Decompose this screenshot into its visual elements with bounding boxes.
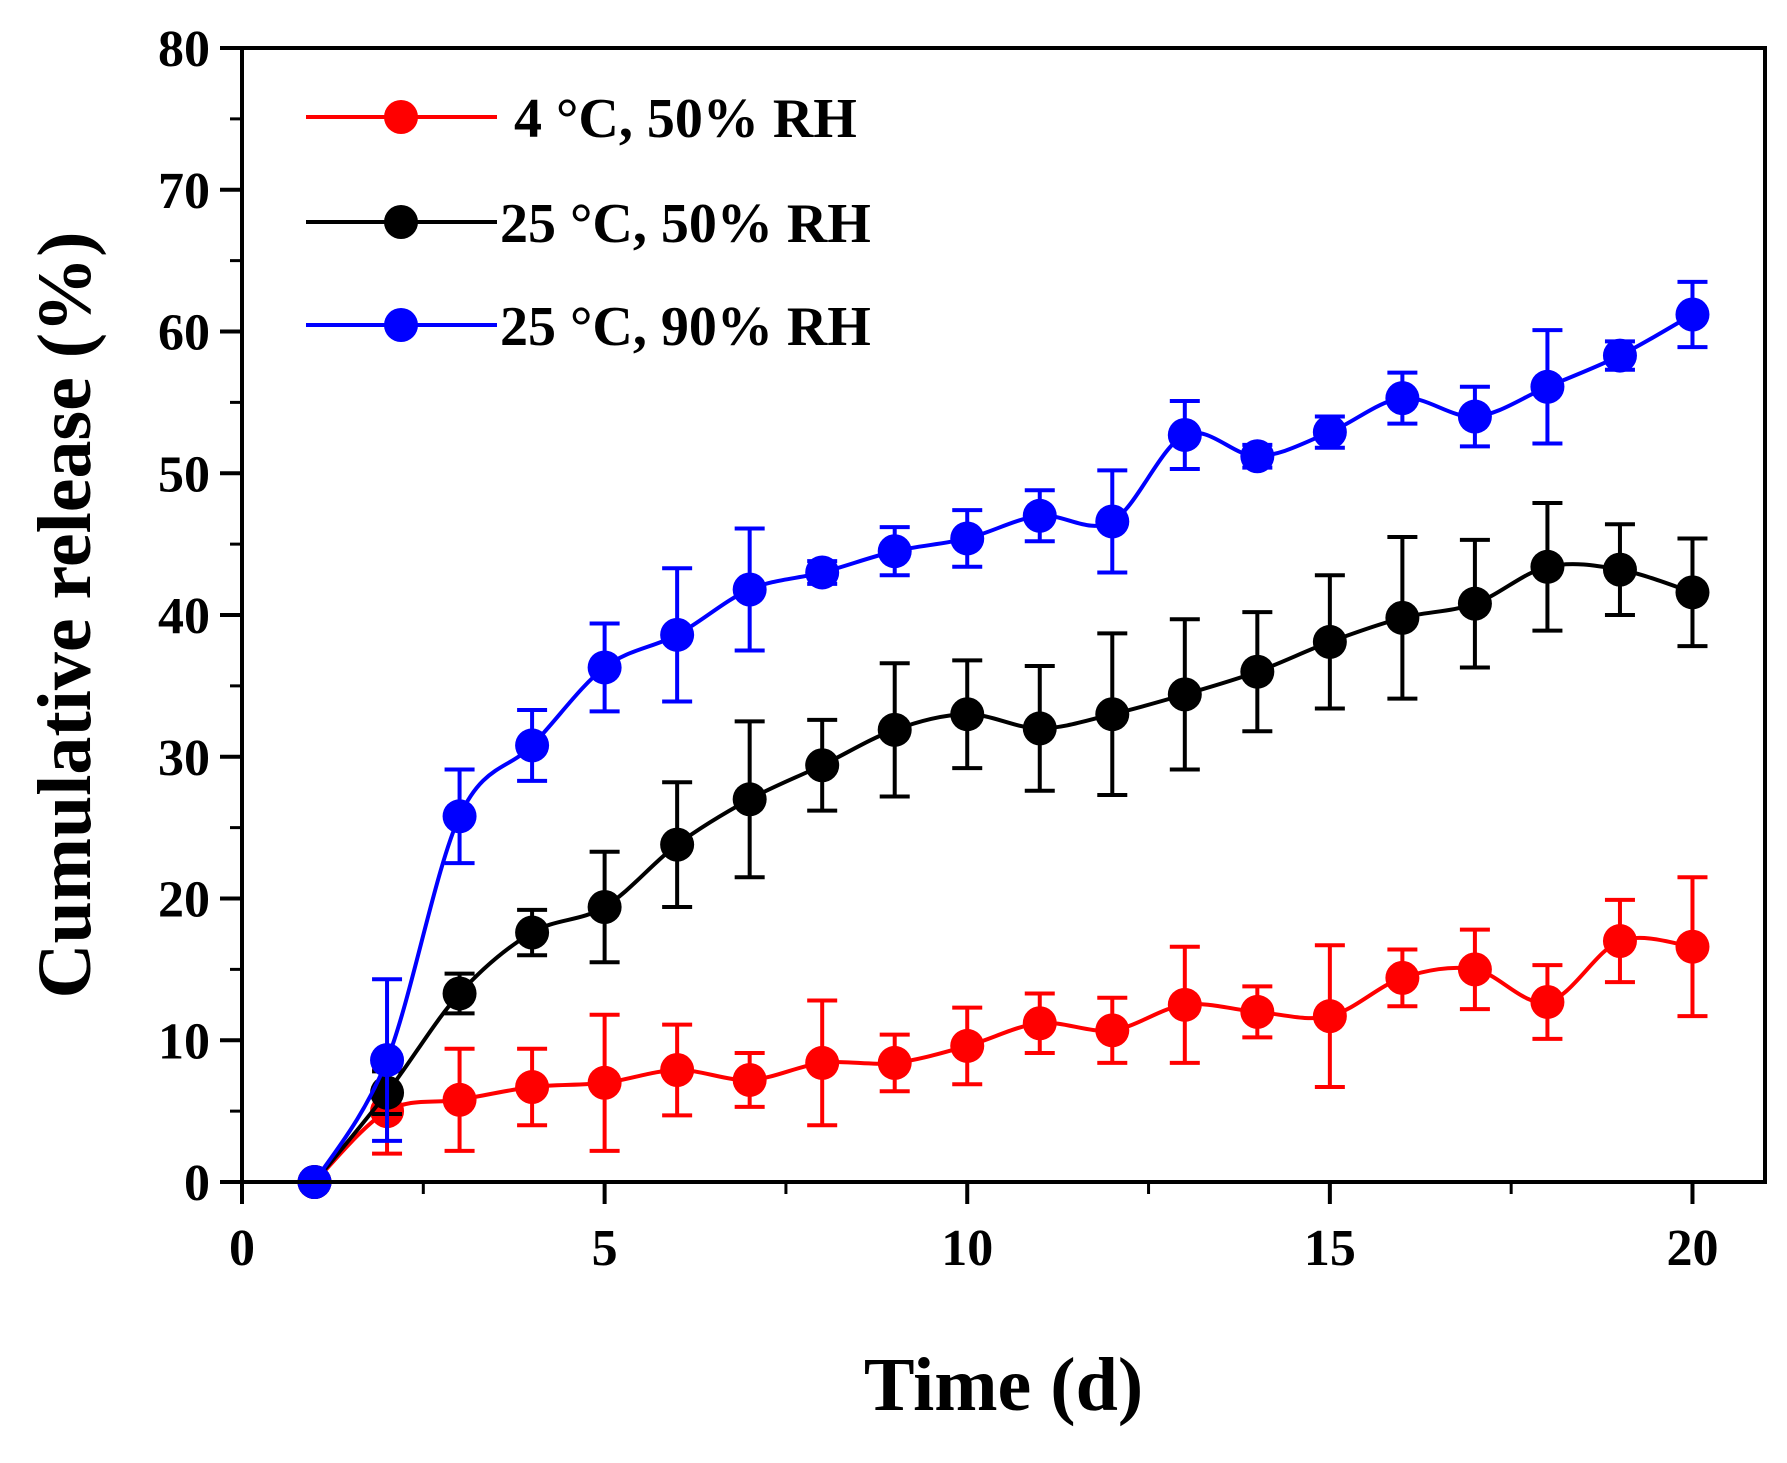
series-layer	[297, 279, 1710, 1199]
data-point	[1675, 575, 1710, 610]
data-point	[1022, 498, 1057, 533]
data-point	[1675, 297, 1710, 332]
data-point	[877, 1045, 912, 1080]
data-point	[1095, 504, 1130, 539]
data-point	[877, 712, 912, 747]
data-point	[442, 799, 477, 834]
data-point	[515, 1070, 550, 1105]
data-point	[1167, 417, 1202, 452]
series-group-2	[297, 279, 1710, 1199]
data-point	[442, 1082, 477, 1117]
data-point	[442, 976, 477, 1011]
data-point	[950, 521, 985, 556]
data-point	[1312, 999, 1347, 1034]
data-point	[1240, 994, 1275, 1029]
data-point	[1530, 549, 1565, 584]
axes-layer: 0 5 10 15 20 0 10 20 30 40 50 60 70 80	[158, 21, 1718, 1277]
data-point	[370, 1043, 405, 1078]
y-axis-title: Cumulative release (%)	[23, 232, 107, 999]
data-point	[660, 1053, 695, 1088]
data-point	[660, 827, 695, 862]
data-point	[805, 555, 840, 590]
data-point	[1312, 415, 1347, 450]
legend-label: 25 °C, 50% RH	[500, 193, 871, 255]
legend-label: 25 °C, 90% RH	[500, 296, 871, 358]
data-point	[805, 1045, 840, 1080]
y-tick-label: 60	[158, 305, 210, 362]
y-tick-label: 30	[158, 730, 210, 787]
data-point	[1022, 711, 1057, 746]
data-point	[660, 617, 695, 652]
x-tick-label: 20	[1666, 1220, 1718, 1277]
data-point	[1457, 399, 1492, 434]
legend: 4 °C, 50% RH 25 °C, 50% RH 25 °C, 90% RH	[306, 88, 871, 358]
y-tick-label: 10	[158, 1013, 210, 1070]
y-tick-label: 70	[158, 163, 210, 220]
data-point	[732, 1062, 767, 1097]
data-point	[732, 782, 767, 817]
legend-marker	[384, 100, 418, 134]
data-point	[587, 890, 622, 925]
data-point	[515, 728, 550, 763]
y-tick-label: 20	[158, 872, 210, 929]
data-point	[1240, 654, 1275, 689]
series-group-0	[297, 875, 1710, 1199]
x-tick-label: 15	[1304, 1220, 1356, 1277]
x-tick-label: 10	[941, 1220, 993, 1277]
data-point	[1385, 960, 1420, 995]
legend-label: 4 °C, 50% RH	[500, 88, 857, 150]
data-point	[515, 915, 550, 950]
data-point	[1385, 381, 1420, 416]
data-point	[1095, 1013, 1130, 1048]
data-point	[1675, 929, 1710, 964]
y-tick-label: 0	[184, 1155, 210, 1212]
data-point	[1602, 924, 1637, 959]
data-point	[1602, 338, 1637, 373]
data-point	[877, 534, 912, 569]
legend-marker	[384, 205, 418, 239]
data-point	[1385, 600, 1420, 635]
data-point	[1167, 677, 1202, 712]
data-point	[1457, 586, 1492, 621]
data-point	[805, 748, 840, 783]
data-point	[950, 697, 985, 732]
series-group-1	[297, 501, 1710, 1199]
data-point	[950, 1028, 985, 1063]
x-tick-label: 0	[229, 1220, 255, 1277]
data-point	[732, 572, 767, 607]
data-point	[1602, 552, 1637, 587]
data-point	[1095, 697, 1130, 732]
data-point	[587, 650, 622, 685]
y-tick-label: 50	[158, 446, 210, 503]
data-point	[1312, 624, 1347, 659]
data-point	[1022, 1006, 1057, 1041]
x-tick-label: 5	[592, 1220, 618, 1277]
x-axis-title: Time (d)	[864, 1343, 1143, 1427]
y-tick-label: 40	[158, 588, 210, 645]
data-point	[1530, 984, 1565, 1019]
data-point	[1530, 369, 1565, 404]
data-point	[1167, 987, 1202, 1022]
data-point	[1457, 952, 1492, 987]
legend-marker	[384, 308, 418, 342]
data-point	[1240, 439, 1275, 474]
data-point	[587, 1065, 622, 1100]
y-tick-label: 80	[158, 21, 210, 78]
